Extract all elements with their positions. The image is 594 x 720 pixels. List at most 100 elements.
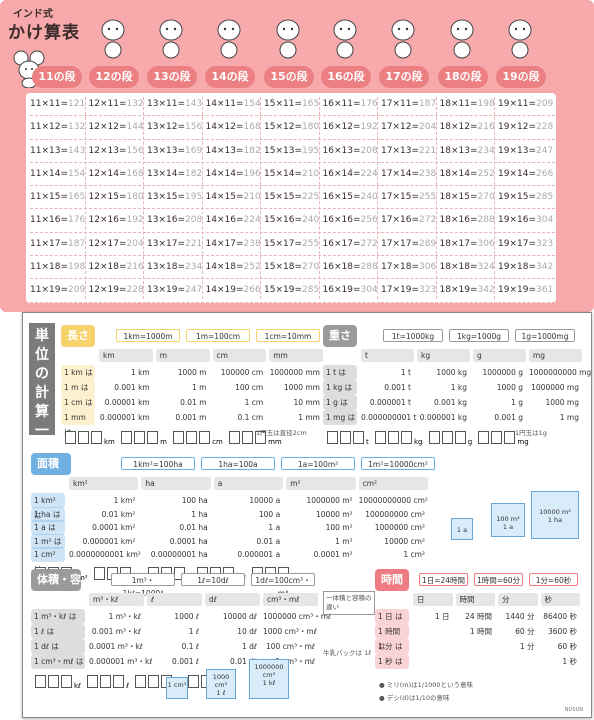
conversion-pill: 1時間=60分 [474, 573, 523, 586]
multiplication-cell: 19×15=285 [498, 186, 555, 210]
answer: 180 [302, 122, 320, 133]
equation: 19×17= [498, 238, 536, 249]
equation: 17×12= [381, 122, 419, 133]
volume-cube: 1000000 cm³ 1 kℓ [249, 659, 289, 699]
cell-value [456, 654, 493, 669]
equation: 13×19= [147, 285, 185, 296]
multiplication-cell: 15×18=270 [264, 256, 321, 280]
conversion-row: 1 t は 1 t 1000 kg 1000000 g 1000000000 mg [323, 365, 591, 380]
equation: 16×12= [322, 122, 361, 133]
column-header: 秒 [540, 593, 580, 606]
equation: 12×16= [88, 215, 127, 226]
dan-label: 18の段 [438, 66, 488, 88]
multiplication-cell: 14×17=238 [205, 233, 263, 257]
cell-value: 0.000001 km [99, 413, 150, 422]
cell-value [413, 639, 450, 654]
multiplication-cell: 19×18=342 [498, 256, 555, 280]
multiplication-cell: 16×18=288 [322, 256, 380, 280]
section-note: 1円玉は直径2cm [256, 429, 307, 437]
multiplication-cell: 13×17=221 [147, 233, 204, 257]
dan-label: 14の段 [205, 66, 255, 88]
answer-box [113, 675, 125, 688]
answer: 143 [68, 145, 86, 156]
row-label: 1 秒 は [375, 654, 409, 669]
unit-label: cm [212, 438, 226, 446]
conversion-pill: 1t=1000kg [383, 329, 443, 342]
answer: 224 [243, 215, 261, 226]
equation: 18×16= [439, 215, 478, 226]
section-title: 体積・容積 [31, 569, 81, 608]
equation: 11×11= [30, 99, 68, 109]
conversion-row: 1 cm は 0.00001 km 0.01 m 1 cm 10 mm [61, 395, 326, 410]
equation: 14×19= [205, 285, 244, 296]
conversion-pill: 1分=60秒 [529, 573, 578, 586]
answer: 228 [126, 285, 144, 296]
answer-box [400, 431, 412, 444]
multiplication-cell: 13×15=195 [147, 186, 204, 210]
cell-value: 1000000 g [482, 368, 523, 377]
answer: 176 [360, 99, 378, 109]
cell-value: 0.1 ℓ [181, 642, 199, 651]
signature: NOSUN [564, 707, 583, 713]
row-label: 1 分 は [375, 639, 409, 654]
equation: 13×14= [147, 168, 185, 179]
cell-value: 0.0001 km² [92, 523, 136, 532]
answer: 255 [302, 238, 320, 249]
cell-value: 1000 cm³・mℓ [263, 627, 317, 636]
answer: 210 [302, 168, 320, 179]
equation: 18×14= [439, 168, 478, 179]
equation: 18×18= [439, 262, 478, 273]
dan-label: 19の段 [496, 66, 546, 88]
equation: 14×14= [205, 168, 244, 179]
conversion-row: 1 dℓ は 0.0001 m³・kℓ 0.1 ℓ 1 dℓ 100 cm³・mℓ [31, 639, 321, 654]
column-header: mm [269, 349, 323, 362]
answer: 221 [185, 238, 203, 249]
equation: 17×18= [381, 262, 419, 273]
cell-value: 0.001 ℓ [172, 657, 199, 666]
unit-label: mg [517, 438, 529, 446]
answer-box [428, 431, 440, 444]
cell-value: 10000 a [249, 496, 281, 505]
chart-title-char: 位 [35, 347, 49, 363]
answer-box [340, 431, 351, 444]
column-divider [377, 97, 378, 299]
cell-value: 100 a [258, 509, 281, 519]
equation: 17×16= [381, 215, 419, 226]
answer: 168 [243, 122, 261, 133]
multiplication-cell: 12×12=144 [88, 116, 146, 140]
row-label: 1 ha は [31, 506, 65, 522]
answer: 176 [68, 215, 86, 226]
multiplication-cell: 13×18=234 [147, 256, 204, 280]
answer-boxes: km m cm mm [65, 429, 286, 446]
conversion-pill: 1cm=10mm [256, 329, 320, 342]
answer: 240 [360, 192, 378, 203]
equation: 19×19= [498, 285, 536, 296]
conversion-row: 1 分 は 1 分 60 秒 [375, 639, 583, 654]
multiplication-poster: インド式 かけ算表 11の段 12の段 13の段 14の段 15の段 16の段 17の段 18… [0, 0, 594, 312]
answer: 168 [126, 168, 144, 179]
answer: 195 [185, 192, 203, 203]
answer: 169 [185, 145, 203, 156]
equation: 14×12= [205, 122, 244, 133]
milk-note: 牛乳パックは 1ℓ [323, 649, 371, 657]
multiplication-cell: 13×19=247 [147, 279, 204, 303]
unit-label: kg [413, 438, 425, 446]
cell-value: 1 ℓ [188, 627, 199, 636]
cell-value: 0.000001 km² [82, 536, 136, 546]
equation: 14×17= [205, 238, 244, 249]
answer: 198 [477, 99, 495, 109]
cell-value: 86400 秒 [543, 612, 577, 621]
column-header: m² [286, 477, 356, 490]
cell-value: 100 cm³・mℓ [265, 642, 315, 651]
multiplication-cell: 12×16=192 [88, 209, 146, 233]
cell-value: 1 日 [434, 612, 450, 621]
multiplication-grid: 11×11=121 11×12=132 11×13=143 11×14=154 11×1… [26, 93, 556, 303]
row-label: 1 cm² は [31, 547, 65, 574]
row-label: 1 t は [323, 365, 357, 380]
equation: 15×19= [264, 285, 302, 296]
equation: 11×19= [30, 285, 68, 296]
cell-value: 10000 m² [316, 509, 353, 519]
cell-value: 0.0000000001 km² [69, 550, 141, 559]
equation: 12×17= [88, 238, 127, 249]
chart-title: 単位の計算一覧表 [29, 323, 55, 477]
